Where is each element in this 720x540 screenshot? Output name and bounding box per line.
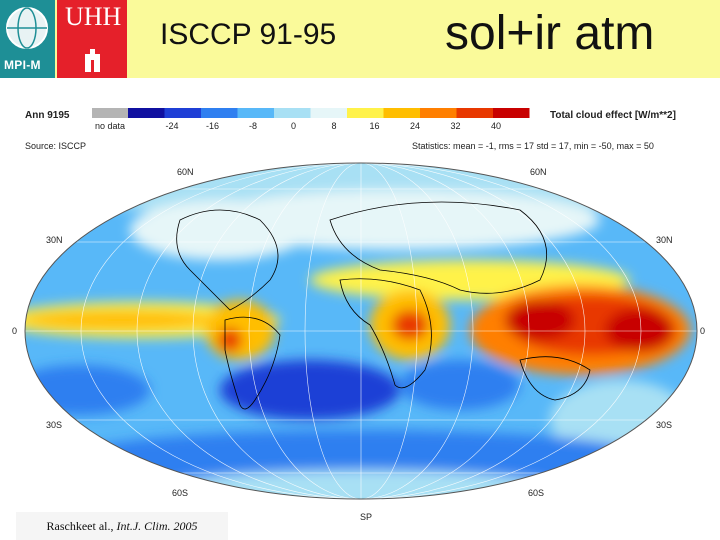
lat-label-30s-left: 30S bbox=[46, 420, 63, 430]
colorbar-no-data-label: no data bbox=[95, 121, 125, 131]
colorbar-swatch bbox=[237, 108, 274, 118]
lat-label-30n-right: 30N bbox=[656, 235, 673, 245]
colorbar-swatch bbox=[201, 108, 238, 118]
colorbar-tick-label: 32 bbox=[450, 121, 460, 131]
colorbar-swatch bbox=[493, 108, 530, 118]
statistics-label: Statistics: mean = -1, rms = 17 std = 17… bbox=[412, 141, 654, 151]
colorbar-tick-label: -8 bbox=[249, 121, 257, 131]
colorbar-tick-label: -24 bbox=[165, 121, 178, 131]
castle-icon bbox=[85, 49, 100, 72]
colorbar-swatch bbox=[420, 108, 457, 118]
map-border bbox=[24, 162, 698, 500]
colorbar-tick-label: 0 bbox=[291, 121, 296, 131]
colorbar-tick-label: -16 bbox=[206, 121, 219, 131]
colorbar-tick-label: 24 bbox=[410, 121, 420, 131]
lat-label-eq-left: 0 bbox=[12, 326, 18, 336]
citation: Raschkeet al., Int.J. Clim. 2005 bbox=[16, 512, 228, 540]
lat-label-30s-right: 30S bbox=[656, 420, 673, 430]
period-label: Ann 9195 bbox=[25, 110, 70, 121]
colorbar-no-data-swatch bbox=[92, 108, 128, 118]
globe-icon bbox=[6, 7, 48, 49]
lat-label-30n-left: 30N bbox=[46, 235, 63, 245]
coastlines bbox=[176, 201, 591, 410]
mpi-logo: MPI-M bbox=[0, 0, 55, 78]
variable-label: Total cloud effect [W/m**2] bbox=[550, 110, 676, 121]
colorbar-tick-label: 16 bbox=[369, 121, 379, 131]
citation-authors: Raschkeet al., bbox=[46, 519, 117, 533]
lat-label-60s-right: 60S bbox=[528, 488, 545, 498]
citation-journal: Int.J. Clim. 2005 bbox=[116, 519, 198, 533]
title-left: ISCCP 91-95 bbox=[160, 18, 337, 51]
colorbar-tick-label: 8 bbox=[331, 121, 336, 131]
lat-label-60n-left: 60N bbox=[177, 167, 194, 177]
header-bar: MPI-M UHH ISCCP 91-95 sol+ir atm bbox=[0, 0, 720, 78]
colorbar-swatch bbox=[310, 108, 347, 118]
mpi-logo-text: MPI-M bbox=[4, 58, 41, 72]
source-label: Source: ISCCP bbox=[25, 141, 87, 151]
lat-label-60s-left: 60S bbox=[172, 488, 189, 498]
colorbar: no data -24 -16 -8 0 8 16 24 32 40 bbox=[92, 108, 530, 131]
uhh-logo: UHH bbox=[57, 0, 127, 78]
lat-label-eq-right: 0 bbox=[700, 326, 706, 336]
lat-label-60n-right: 60N bbox=[530, 167, 547, 177]
graticule bbox=[25, 163, 697, 499]
south-pole-label: SP bbox=[360, 512, 373, 522]
colorbar-swatch bbox=[164, 108, 201, 118]
cloud-effect-field bbox=[25, 163, 697, 499]
colorbar-swatch bbox=[274, 108, 311, 118]
colorbar-swatch bbox=[128, 108, 165, 118]
colorbar-swatch bbox=[347, 108, 384, 118]
colorbar-tick-label: 40 bbox=[491, 121, 501, 131]
cloud-effect-map bbox=[24, 162, 698, 500]
colorbar-swatch bbox=[383, 108, 420, 118]
title-right: sol+ir atm bbox=[445, 7, 655, 60]
colorbar-swatch bbox=[456, 108, 493, 118]
uhh-logo-text: UHH bbox=[65, 2, 122, 31]
